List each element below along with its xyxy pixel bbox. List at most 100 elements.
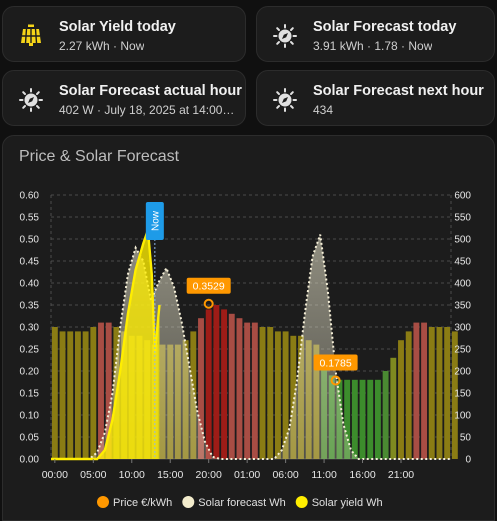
tile-state: 402 W · July 18, 2025 at 14:00… bbox=[59, 103, 235, 117]
price-bar bbox=[436, 327, 443, 459]
legend-marker bbox=[295, 496, 308, 508]
price-bar bbox=[98, 322, 104, 459]
y-left-tick-label: 0.50 bbox=[20, 235, 40, 246]
y-left-tick-label: 0.10 bbox=[20, 411, 40, 422]
y-left-tick-label: 0.60 bbox=[20, 191, 40, 202]
legend-label: Solar yield Wh bbox=[312, 497, 383, 509]
y-right-tick-label: 250 bbox=[454, 345, 471, 356]
price-bar bbox=[90, 327, 97, 459]
solar-forecast-line bbox=[51, 234, 451, 460]
solar-yield-area bbox=[51, 230, 160, 459]
tile-name: Solar Forecast actual hour bbox=[59, 83, 242, 99]
x-tick-label: 16:00 bbox=[349, 469, 375, 481]
y-right-tick-label: 50 bbox=[460, 433, 472, 444]
x-tick-label: 21:00 bbox=[388, 469, 414, 481]
price-solar-chart-card: Price & Solar Forecast Now 0.3529 0.1785 … bbox=[2, 135, 495, 521]
annotation-label: 0.3529 bbox=[193, 281, 225, 293]
annotation-box bbox=[186, 277, 231, 294]
x-tick-label: 20:00 bbox=[196, 469, 222, 481]
solar-compass-icon bbox=[19, 88, 43, 112]
price-bar bbox=[213, 305, 220, 459]
price-bar bbox=[413, 322, 420, 459]
price-bar bbox=[390, 357, 397, 459]
solar-panel-icon bbox=[21, 24, 41, 46]
price-bar bbox=[198, 318, 204, 459]
legend-label: Solar forecast Wh bbox=[198, 497, 285, 509]
price-bar bbox=[228, 313, 235, 459]
price-bar bbox=[267, 327, 274, 459]
tile-name: Solar Forecast today bbox=[313, 19, 457, 35]
price-bar bbox=[82, 331, 89, 459]
tile-state: 434 bbox=[313, 103, 334, 117]
tile-state: 3.91 kWh · 1.78 · Now bbox=[313, 39, 433, 53]
annotation-point bbox=[203, 298, 214, 309]
price-bar bbox=[367, 379, 374, 459]
x-tick-label: 01:00 bbox=[234, 469, 260, 481]
tile-name: Solar Yield today bbox=[59, 19, 176, 35]
x-tick-label: 15:00 bbox=[157, 469, 183, 481]
price-solar-chart: Now 0.3529 0.1785 0.00 0 0.05 50 0.10 100 0.15 1… bbox=[20, 191, 472, 510]
now-label: Now bbox=[150, 210, 161, 231]
price-bar bbox=[290, 335, 297, 459]
price-bar bbox=[382, 371, 389, 459]
x-tick-label: 00:00 bbox=[42, 469, 68, 481]
price-bar bbox=[351, 379, 358, 459]
price-bar bbox=[259, 327, 266, 459]
annotation-point bbox=[330, 375, 341, 386]
price-bar bbox=[398, 340, 404, 459]
solar-compass-icon bbox=[273, 24, 297, 48]
price-bar bbox=[444, 327, 451, 459]
solar-yield-line bbox=[51, 229, 161, 461]
y-right-tick-label: 600 bbox=[454, 191, 471, 202]
y-right-tick-label: 300 bbox=[454, 323, 471, 334]
y-left-tick-label: 0.55 bbox=[20, 213, 40, 224]
price-bar bbox=[236, 318, 243, 459]
tile-state: 2.27 kWh · Now bbox=[59, 39, 145, 53]
y-left-tick-label: 0.45 bbox=[20, 257, 40, 268]
x-tick-label: 06:00 bbox=[272, 469, 298, 481]
price-bar bbox=[244, 322, 251, 459]
now-label-box bbox=[145, 202, 164, 240]
y-right-tick-label: 500 bbox=[454, 235, 471, 246]
legend-marker bbox=[182, 496, 195, 508]
y-right-tick-label: 550 bbox=[454, 213, 471, 224]
y-left-tick-label: 0.00 bbox=[20, 455, 40, 466]
price-bar bbox=[251, 322, 258, 459]
price-bar bbox=[221, 309, 228, 459]
y-left-tick-label: 0.05 bbox=[20, 433, 40, 444]
y-right-tick-label: 350 bbox=[454, 301, 471, 312]
price-bar bbox=[51, 327, 58, 459]
y-left-tick-label: 0.30 bbox=[20, 323, 40, 334]
x-tick-label: 10:00 bbox=[119, 469, 145, 481]
y-left-tick-label: 0.15 bbox=[20, 389, 40, 400]
annotation-label: 0.1785 bbox=[320, 357, 352, 369]
tile-solar-forecast-next-hour[interactable]: Solar Forecast next hour 434 bbox=[256, 70, 495, 126]
x-tick-label: 11:00 bbox=[311, 469, 337, 481]
price-bar bbox=[359, 379, 366, 459]
legend-label: Price €/kWh bbox=[113, 497, 172, 509]
y-left-tick-label: 0.20 bbox=[20, 367, 40, 378]
price-bar bbox=[205, 309, 212, 459]
price-bar bbox=[67, 331, 74, 459]
x-tick-label: 05:00 bbox=[80, 469, 106, 481]
price-bar bbox=[428, 327, 435, 459]
price-bar bbox=[374, 379, 381, 459]
price-bar bbox=[105, 322, 112, 459]
tile-solar-yield-today[interactable]: Solar Yield today 2.27 kWh · Now bbox=[2, 6, 246, 62]
annotation-box bbox=[313, 354, 358, 371]
y-left-tick-label: 0.25 bbox=[20, 345, 40, 356]
y-left-tick-label: 0.40 bbox=[20, 279, 40, 290]
tile-solar-forecast-today[interactable]: Solar Forecast today 3.91 kWh · 1.78 · N… bbox=[256, 6, 495, 62]
price-bar bbox=[405, 331, 412, 459]
y-right-tick-label: 100 bbox=[454, 411, 471, 422]
price-bar bbox=[282, 331, 289, 459]
price-bar bbox=[74, 331, 81, 459]
tile-solar-forecast-actual-hour[interactable]: Solar Forecast actual hour 402 W · July … bbox=[2, 70, 246, 126]
price-bar bbox=[274, 331, 281, 459]
price-bar bbox=[344, 379, 351, 459]
price-bar bbox=[451, 331, 458, 459]
y-left-tick-label: 0.35 bbox=[20, 301, 40, 312]
solar-compass-icon bbox=[273, 88, 297, 112]
tile-name: Solar Forecast next hour bbox=[313, 83, 484, 99]
price-bar bbox=[59, 331, 66, 459]
